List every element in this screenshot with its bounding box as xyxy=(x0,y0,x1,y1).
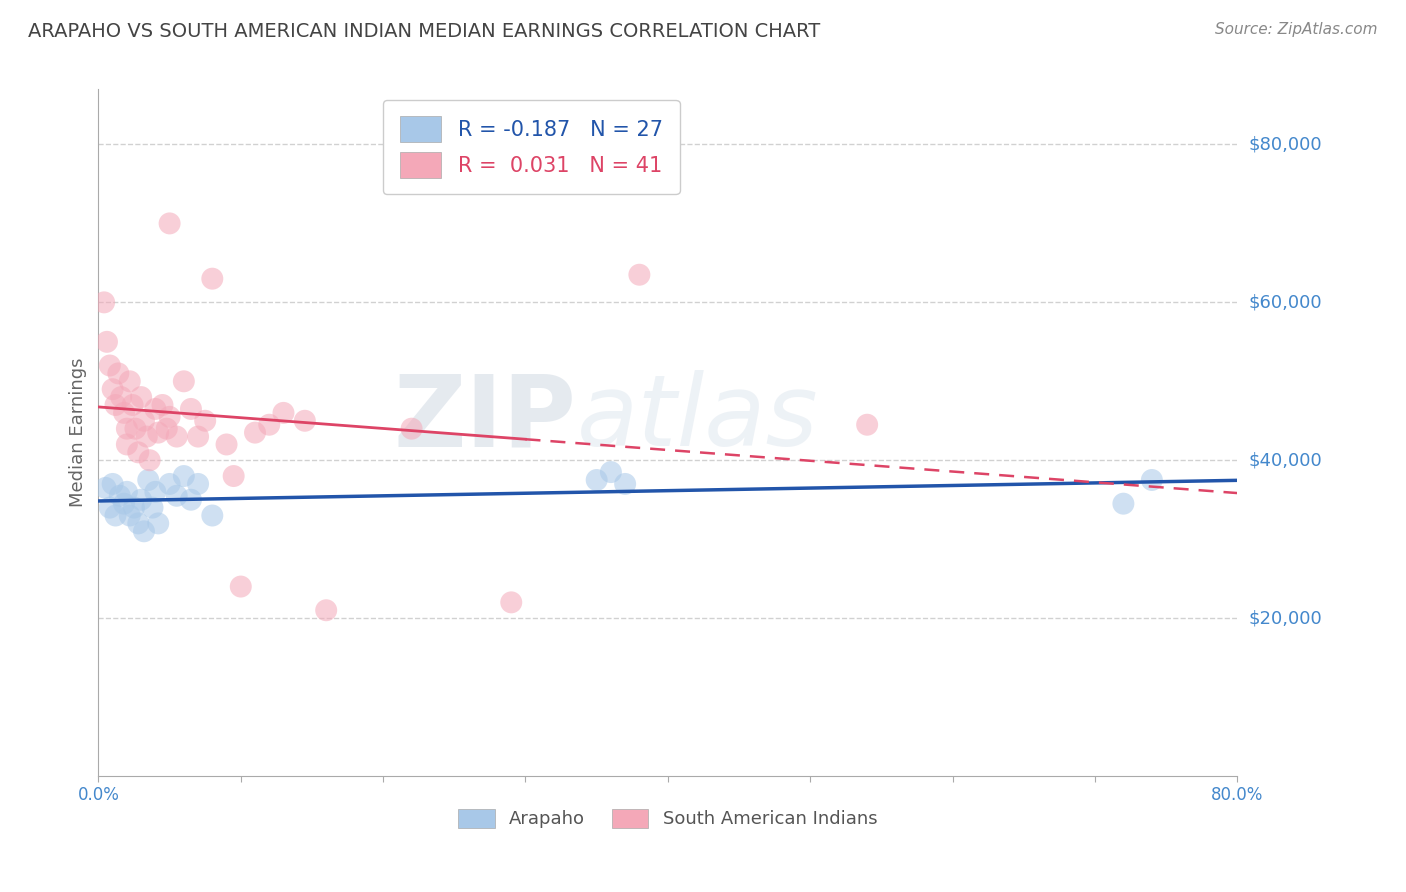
Point xyxy=(138,453,160,467)
Point xyxy=(96,334,118,349)
Legend: Arapaho, South American Indians: Arapaho, South American Indians xyxy=(451,802,884,836)
Point xyxy=(1140,473,1163,487)
Point xyxy=(166,429,188,443)
Point xyxy=(122,500,145,515)
Point xyxy=(585,473,607,487)
Point xyxy=(166,489,188,503)
Text: $80,000: $80,000 xyxy=(1249,136,1322,153)
Point xyxy=(94,481,117,495)
Point xyxy=(401,422,423,436)
Point xyxy=(194,414,217,428)
Text: ZIP: ZIP xyxy=(394,370,576,467)
Point xyxy=(856,417,879,432)
Point xyxy=(600,465,623,479)
Point xyxy=(201,508,224,523)
Point xyxy=(152,398,174,412)
Point xyxy=(159,216,181,230)
Y-axis label: Median Earnings: Median Earnings xyxy=(69,358,87,508)
Point xyxy=(110,390,132,404)
Point xyxy=(135,429,157,443)
Point xyxy=(148,516,170,531)
Point xyxy=(1112,497,1135,511)
Point xyxy=(132,414,155,428)
Text: Source: ZipAtlas.com: Source: ZipAtlas.com xyxy=(1215,22,1378,37)
Point xyxy=(118,508,141,523)
Point xyxy=(156,422,179,436)
Point xyxy=(121,398,143,412)
Point xyxy=(129,390,152,404)
Point xyxy=(115,484,138,499)
Point xyxy=(112,497,135,511)
Text: $40,000: $40,000 xyxy=(1249,451,1322,469)
Point xyxy=(108,489,131,503)
Point xyxy=(112,406,135,420)
Point xyxy=(180,492,202,507)
Point xyxy=(141,500,163,515)
Point xyxy=(159,409,181,424)
Point xyxy=(180,401,202,416)
Point xyxy=(273,406,295,420)
Text: atlas: atlas xyxy=(576,370,818,467)
Point xyxy=(104,508,127,523)
Point xyxy=(145,401,167,416)
Point xyxy=(614,477,637,491)
Point xyxy=(132,524,155,539)
Point xyxy=(222,469,245,483)
Point xyxy=(173,469,195,483)
Text: $60,000: $60,000 xyxy=(1249,293,1322,311)
Point xyxy=(628,268,651,282)
Point xyxy=(201,271,224,285)
Point xyxy=(115,437,138,451)
Point xyxy=(136,473,159,487)
Point xyxy=(259,417,281,432)
Point xyxy=(101,477,124,491)
Point xyxy=(173,374,195,388)
Point xyxy=(148,425,170,440)
Point xyxy=(98,359,121,373)
Point xyxy=(243,425,266,440)
Point xyxy=(145,484,167,499)
Point xyxy=(127,445,149,459)
Point xyxy=(501,595,523,609)
Point xyxy=(98,500,121,515)
Point xyxy=(187,429,209,443)
Point xyxy=(93,295,115,310)
Point xyxy=(101,382,124,396)
Point xyxy=(229,580,252,594)
Point xyxy=(127,516,149,531)
Point xyxy=(159,477,181,491)
Point xyxy=(215,437,238,451)
Point xyxy=(187,477,209,491)
Point xyxy=(115,422,138,436)
Point xyxy=(104,398,127,412)
Point xyxy=(124,422,146,436)
Text: ARAPAHO VS SOUTH AMERICAN INDIAN MEDIAN EARNINGS CORRELATION CHART: ARAPAHO VS SOUTH AMERICAN INDIAN MEDIAN … xyxy=(28,22,820,41)
Point xyxy=(129,492,152,507)
Point xyxy=(315,603,337,617)
Text: $20,000: $20,000 xyxy=(1249,609,1322,627)
Point xyxy=(294,414,316,428)
Point xyxy=(118,374,141,388)
Point xyxy=(107,367,129,381)
